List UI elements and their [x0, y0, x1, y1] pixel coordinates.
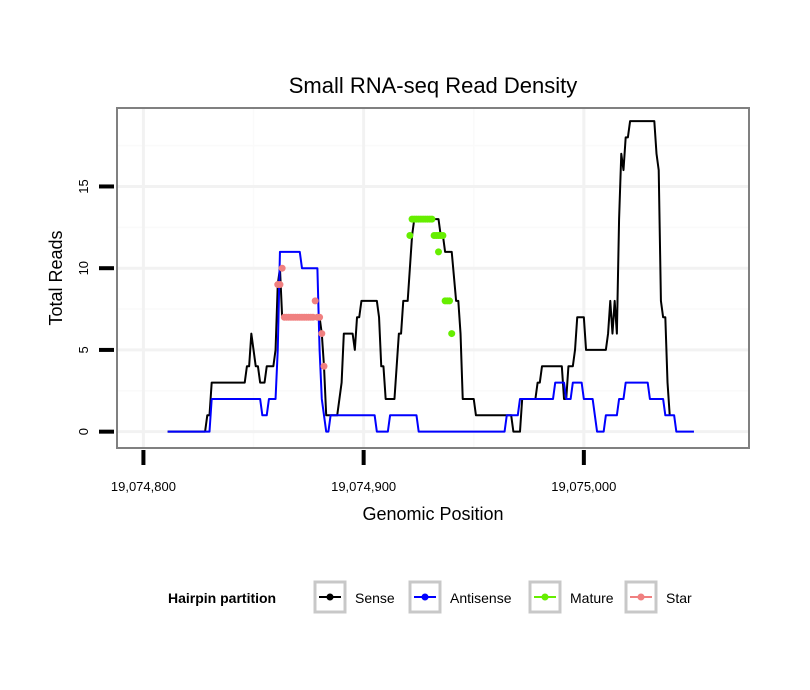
chart-title: Small RNA-seq Read Density: [289, 73, 578, 98]
mature-point: [406, 232, 414, 239]
y-tick-label: 0: [76, 428, 91, 435]
legend-label-sense: Sense: [355, 590, 395, 606]
star-point: [278, 264, 286, 272]
mature-point: [435, 248, 443, 256]
legend-key-point: [326, 593, 334, 601]
plot-background: [117, 108, 749, 448]
x-tick-label: 19,074,800: [111, 479, 176, 494]
x-axis-label: Genomic Position: [362, 504, 503, 524]
y-tick-label: 15: [76, 179, 91, 193]
legend-entry-antisense: Antisense: [408, 580, 512, 614]
star-point: [320, 362, 328, 370]
legend-label-antisense: Antisense: [450, 590, 512, 606]
legend-key-point: [637, 593, 645, 601]
mature-point: [439, 232, 447, 239]
x-axis: 19,074,800 19,074,900 19,075,000: [111, 450, 616, 494]
y-tick-label: 5: [76, 346, 91, 353]
legend-label-mature: Mature: [570, 590, 614, 606]
series-line-sense: [167, 120, 671, 433]
legend: Hairpin partition Sense Antisense Mature St…: [168, 580, 692, 614]
mature-point: [446, 297, 454, 305]
x-tick-label: 19,075,000: [551, 479, 616, 494]
legend-label-star: Star: [666, 590, 692, 606]
mature-point: [428, 215, 436, 223]
legend-entry-mature: Mature: [528, 580, 614, 614]
y-axis-label: Total Reads: [46, 230, 66, 325]
y-axis: 0 5 10 15: [76, 179, 114, 435]
star-point: [318, 330, 326, 338]
legend-key-point: [541, 593, 549, 601]
plot-border: [116, 107, 750, 449]
mature-point: [448, 330, 456, 338]
star-point: [276, 281, 284, 289]
legend-title: Hairpin partition: [168, 590, 276, 606]
plot-area: [116, 107, 750, 449]
star-point: [316, 313, 324, 321]
x-tick-label: 19,074,900: [331, 479, 396, 494]
legend-key-point: [421, 593, 429, 601]
star-point: [311, 297, 319, 305]
y-tick-label: 10: [76, 261, 91, 275]
legend-entry-star: Star: [624, 580, 692, 614]
legend-entry-sense: Sense: [313, 580, 395, 614]
